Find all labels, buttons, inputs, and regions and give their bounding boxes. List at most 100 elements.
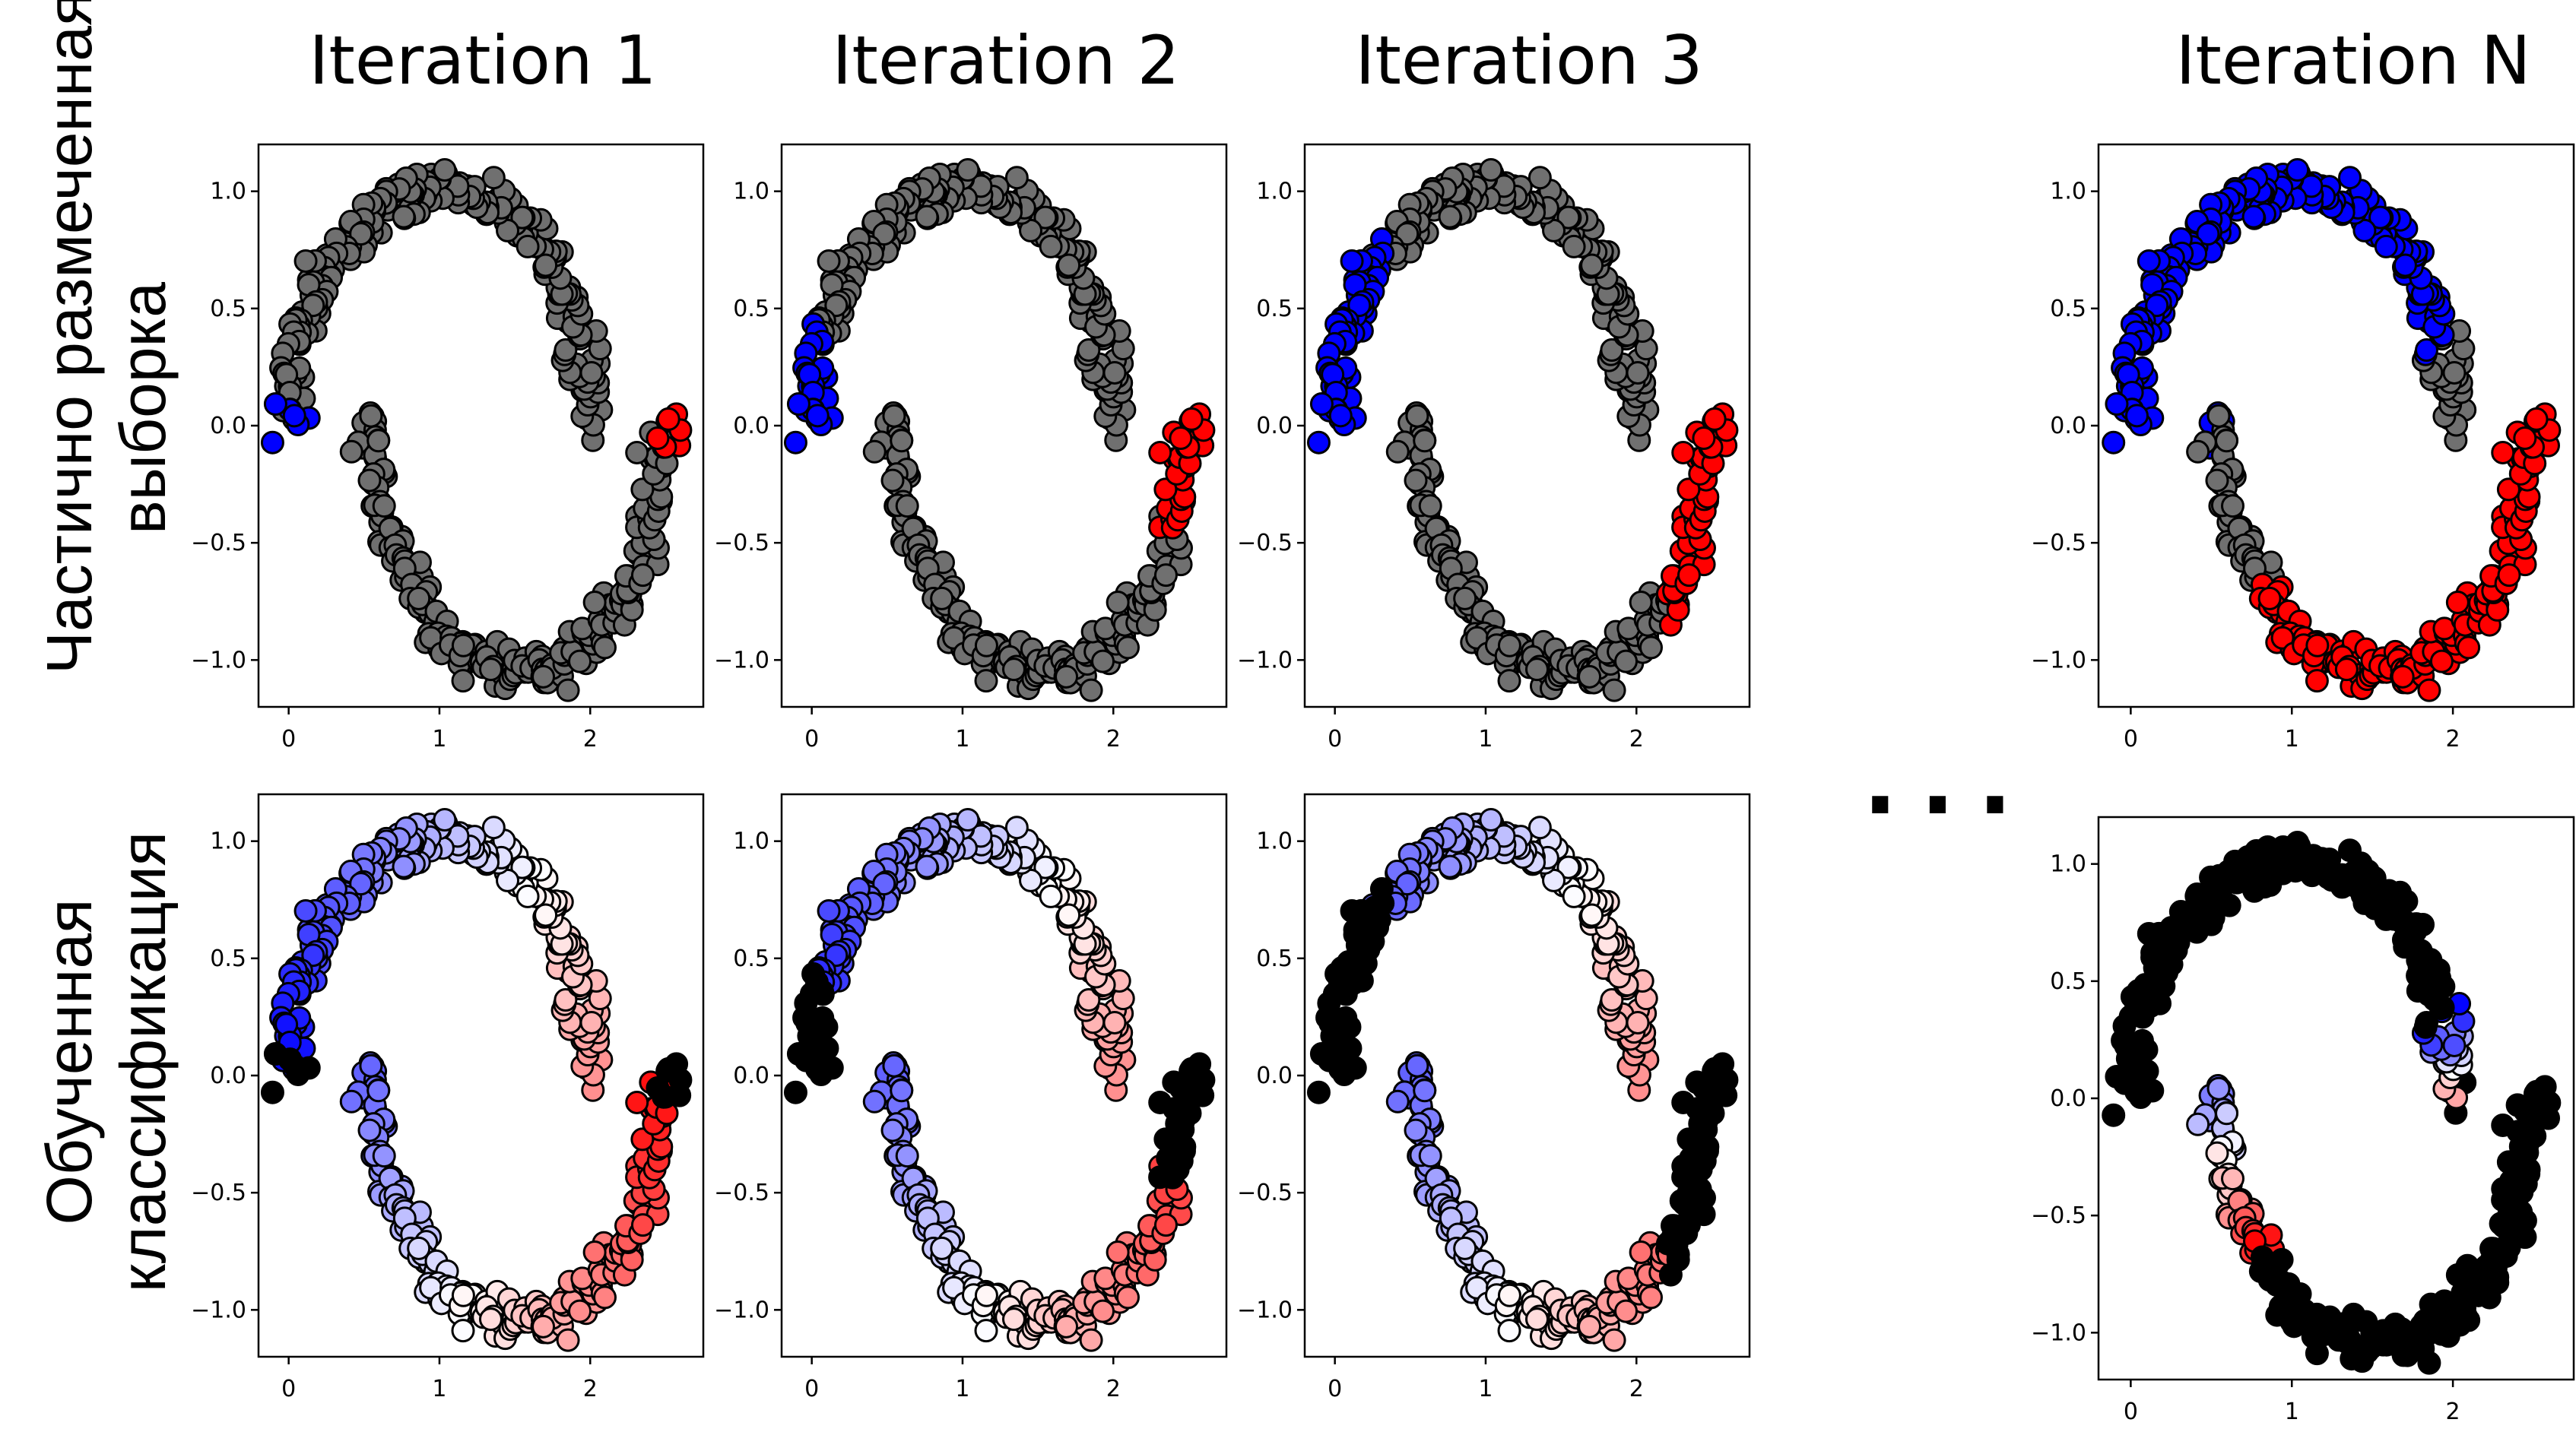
scatter-point bbox=[451, 1319, 475, 1343]
y-tick-label: 0.5 bbox=[210, 296, 246, 322]
scatter-point bbox=[786, 1041, 811, 1066]
plot-frame bbox=[780, 143, 1228, 708]
scatter-point bbox=[1179, 1057, 1204, 1081]
scatter-point bbox=[339, 1089, 363, 1114]
y-tick-label: 1.0 bbox=[2050, 851, 2086, 878]
scatter-point bbox=[2215, 1101, 2239, 1126]
scatter-point bbox=[2137, 921, 2161, 946]
y-tick-label: −1.0 bbox=[2031, 1320, 2086, 1346]
scatter-point bbox=[2352, 891, 2377, 915]
x-tick-label: 2 bbox=[1106, 1376, 1121, 1402]
scatter-point bbox=[1692, 426, 1716, 451]
scatter-point bbox=[1677, 563, 1701, 588]
scatter-point bbox=[2137, 249, 2161, 273]
scatter-point bbox=[1438, 854, 1462, 879]
scatter-point bbox=[1677, 1127, 1701, 1152]
y-tick-label: 0.5 bbox=[2050, 296, 2086, 322]
scatter-point bbox=[2206, 404, 2231, 428]
scatter-point bbox=[1556, 205, 1581, 230]
y-tick-label: −0.5 bbox=[2031, 1202, 2086, 1229]
scatter-point bbox=[1671, 1090, 1696, 1114]
column-title-3: Iteration 3 bbox=[1355, 21, 1703, 100]
x-tick-label: 0 bbox=[804, 726, 819, 752]
scatter-point bbox=[282, 404, 306, 428]
scatter-point bbox=[783, 1080, 807, 1104]
scatter-point bbox=[260, 1080, 284, 1104]
scatter-point bbox=[1328, 404, 1353, 428]
y-tick-label: 0.5 bbox=[210, 946, 246, 972]
scatter-point bbox=[1639, 635, 1663, 660]
scatter-point bbox=[301, 293, 325, 318]
scatter-point bbox=[1528, 816, 1552, 840]
scatter-point bbox=[1602, 1328, 1626, 1352]
y-tick-label: −0.5 bbox=[1237, 1180, 1293, 1206]
x-tick-label: 0 bbox=[281, 726, 296, 752]
scatter-point bbox=[2374, 234, 2398, 258]
scatter-point bbox=[301, 943, 325, 968]
scatter-point bbox=[1671, 440, 1696, 464]
scatter-point bbox=[1405, 404, 1429, 428]
scatter-point bbox=[407, 586, 431, 610]
y-tick-label: 1.0 bbox=[1256, 179, 1293, 205]
scatter-point bbox=[2334, 657, 2359, 682]
scatter-point bbox=[2305, 633, 2330, 657]
scatter-point bbox=[556, 1328, 580, 1352]
scatter-point bbox=[433, 157, 457, 182]
plot-frame bbox=[257, 793, 705, 1358]
scatter-point bbox=[1153, 563, 1178, 588]
y-tick-label: −1.0 bbox=[1237, 1297, 1293, 1323]
scatter-point bbox=[630, 477, 655, 502]
scatter-point bbox=[1629, 591, 1653, 615]
scatter-point bbox=[2205, 1141, 2229, 1165]
ellipsis: ... bbox=[1863, 730, 2035, 835]
scatter-point bbox=[359, 1053, 383, 1078]
scatter-panel-labeled-2: 1.0 0.5 0.0 −0.5 −1.0 0 1 2 bbox=[714, 143, 1228, 752]
scatter-point bbox=[2102, 1103, 2126, 1127]
scatter-point bbox=[1453, 1236, 1477, 1260]
x-tick-label: 2 bbox=[1629, 726, 1644, 752]
scatter-point bbox=[1524, 657, 1549, 682]
scatter-point bbox=[2102, 430, 2126, 455]
scatter-point bbox=[1580, 903, 1604, 927]
scatter-point bbox=[263, 1041, 287, 1066]
scatter-point bbox=[592, 1285, 617, 1310]
scatter-point bbox=[1692, 1076, 1716, 1101]
scatter-point bbox=[2186, 439, 2210, 464]
scatter-point bbox=[1057, 903, 1081, 927]
scatter-point bbox=[1309, 391, 1334, 416]
scatter-point bbox=[1106, 591, 1130, 615]
scatter-point bbox=[915, 854, 939, 879]
scatter-point bbox=[805, 1053, 830, 1078]
scatter-point bbox=[930, 586, 954, 610]
scatter-point bbox=[2241, 877, 2266, 901]
scatter-point bbox=[2206, 1076, 2231, 1101]
scatter-point bbox=[2524, 407, 2549, 431]
scatter-point bbox=[1347, 943, 1372, 968]
scatter-panel-classified-3: 1.0 0.5 0.0 −0.5 −1.0 0 1 2 bbox=[1237, 793, 1751, 1402]
y-tick-label: 0.0 bbox=[1256, 1063, 1293, 1089]
y-tick-label: 0.5 bbox=[1256, 296, 1293, 322]
y-tick-label: 1.0 bbox=[210, 179, 246, 205]
scatter-point bbox=[2338, 166, 2362, 190]
scatter-point bbox=[582, 1240, 607, 1265]
row-label-top-line1: Частично размеченная bbox=[33, 0, 105, 674]
scatter-point bbox=[478, 657, 503, 682]
scatter-point bbox=[1578, 1314, 1602, 1339]
scatter-point bbox=[2305, 669, 2329, 693]
row-label-bottom-line2: классификация bbox=[107, 831, 179, 1293]
scatter-point bbox=[656, 407, 680, 431]
scatter-point bbox=[1306, 430, 1331, 455]
x-tick-label: 2 bbox=[583, 1376, 598, 1402]
scatter-point bbox=[630, 563, 655, 588]
scatter-point bbox=[282, 1053, 306, 1078]
scatter-point bbox=[372, 494, 396, 518]
x-tick-label: 2 bbox=[2446, 726, 2460, 752]
scatter-point bbox=[481, 166, 506, 190]
scatter-point bbox=[2305, 1342, 2329, 1366]
scatter-point bbox=[481, 816, 506, 840]
scatter-point bbox=[2415, 338, 2439, 363]
scatter-point bbox=[2417, 1351, 2441, 1375]
y-tick-label: 0.5 bbox=[733, 946, 769, 972]
scatter-point bbox=[2496, 477, 2520, 502]
scatter-point bbox=[1600, 988, 1624, 1012]
